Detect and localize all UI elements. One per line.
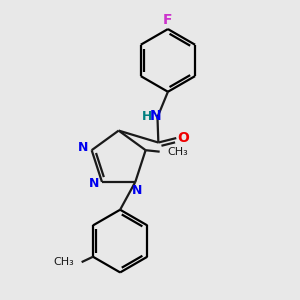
Text: N: N bbox=[88, 177, 99, 190]
Text: N: N bbox=[78, 141, 88, 154]
Text: N: N bbox=[150, 109, 162, 123]
Text: F: F bbox=[163, 13, 173, 26]
Text: N: N bbox=[132, 184, 142, 197]
Text: H: H bbox=[142, 110, 152, 123]
Text: CH₃: CH₃ bbox=[167, 147, 188, 157]
Text: CH₃: CH₃ bbox=[54, 257, 74, 267]
Text: O: O bbox=[177, 131, 189, 145]
